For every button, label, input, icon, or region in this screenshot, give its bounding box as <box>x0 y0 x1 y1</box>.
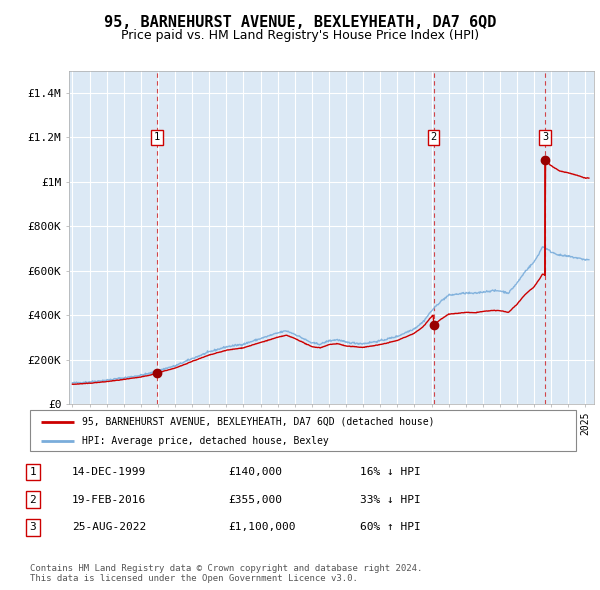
Text: 1: 1 <box>154 133 160 142</box>
Text: Price paid vs. HM Land Registry's House Price Index (HPI): Price paid vs. HM Land Registry's House … <box>121 30 479 42</box>
Text: 95, BARNEHURST AVENUE, BEXLEYHEATH, DA7 6QD: 95, BARNEHURST AVENUE, BEXLEYHEATH, DA7 … <box>104 15 496 30</box>
Text: 2: 2 <box>29 495 37 504</box>
Text: 16% ↓ HPI: 16% ↓ HPI <box>360 467 421 477</box>
Text: 2: 2 <box>431 133 437 142</box>
Text: 19-FEB-2016: 19-FEB-2016 <box>72 495 146 504</box>
Text: 60% ↑ HPI: 60% ↑ HPI <box>360 523 421 532</box>
Text: £355,000: £355,000 <box>228 495 282 504</box>
Text: £1,100,000: £1,100,000 <box>228 523 296 532</box>
Text: 25-AUG-2022: 25-AUG-2022 <box>72 523 146 532</box>
Text: HPI: Average price, detached house, Bexley: HPI: Average price, detached house, Bexl… <box>82 435 329 445</box>
Text: 1: 1 <box>29 467 37 477</box>
Text: £140,000: £140,000 <box>228 467 282 477</box>
Text: 95, BARNEHURST AVENUE, BEXLEYHEATH, DA7 6QD (detached house): 95, BARNEHURST AVENUE, BEXLEYHEATH, DA7 … <box>82 417 434 427</box>
Text: 3: 3 <box>542 133 548 142</box>
FancyBboxPatch shape <box>30 410 576 451</box>
Text: 33% ↓ HPI: 33% ↓ HPI <box>360 495 421 504</box>
Text: 3: 3 <box>29 523 37 532</box>
Text: Contains HM Land Registry data © Crown copyright and database right 2024.
This d: Contains HM Land Registry data © Crown c… <box>30 563 422 583</box>
Text: 14-DEC-1999: 14-DEC-1999 <box>72 467 146 477</box>
